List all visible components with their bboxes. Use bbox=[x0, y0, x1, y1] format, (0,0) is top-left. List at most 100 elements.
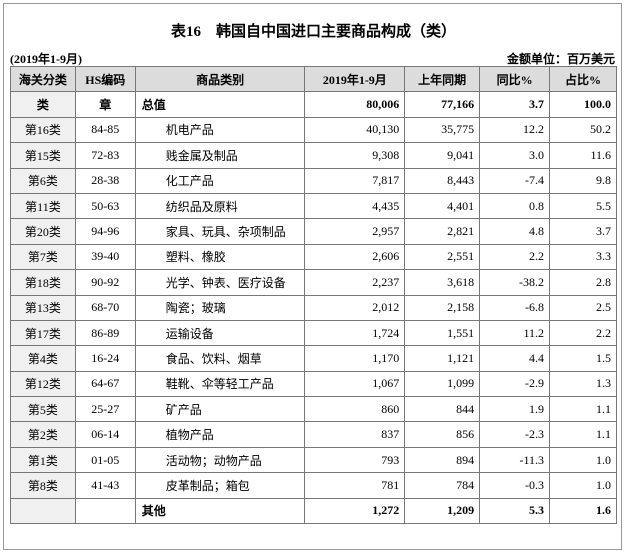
table-cell: 总值 bbox=[134, 91, 306, 118]
table-cell: 9,041 bbox=[404, 142, 481, 169]
table-cell: 2,957 bbox=[304, 218, 406, 245]
table-cell: 100.0 bbox=[549, 91, 617, 118]
table-row: 第8类 41-43 皮革制品；箱包 781 784 -0.3 1.0 bbox=[10, 472, 617, 499]
table-cell: 第18类 bbox=[10, 269, 76, 296]
table-body: 类章总值 80,006 77,166 3.7 100.0 第16类 84-85 机电产品 40,… bbox=[10, 91, 617, 525]
table-cell: 鞋靴、伞等轻工产品 bbox=[134, 370, 306, 398]
table-row: 第20类 94-96 家具、玩具、杂项制品 2,957 2,821 4.8 3.7 bbox=[10, 218, 617, 245]
table-cell: 793 bbox=[304, 446, 406, 474]
table-row: 第11类 50-63 纺织品及原料 4,435 4,401 0.8 5.5 bbox=[10, 192, 617, 220]
table-cell: 16-24 bbox=[74, 345, 136, 372]
table-cell: 陶瓷；玻璃 bbox=[134, 294, 306, 321]
table-cell: 1.9 bbox=[479, 396, 551, 423]
table-cell: -38.2 bbox=[479, 269, 551, 296]
table-row: 第6类 28-38 化工产品 7,817 8,443 -7.4 9.8 bbox=[10, 167, 617, 194]
table-cell: 第15类 bbox=[10, 142, 76, 169]
table-cell: -6.8 bbox=[479, 294, 551, 321]
table-cell: 1,099 bbox=[404, 370, 481, 398]
table-row: 第5类 25-27 矿产品 860 844 1.9 1.1 bbox=[10, 396, 617, 423]
table-cell: 35,775 bbox=[404, 116, 481, 144]
table-cell: 章 bbox=[74, 91, 136, 118]
table-cell: 01-05 bbox=[74, 446, 136, 474]
table-cell: 活动物；动物产品 bbox=[134, 446, 306, 474]
table-cell: 食品、饮料、烟草 bbox=[134, 345, 306, 372]
table-cell: 第16类 bbox=[10, 116, 76, 144]
table-cell: 第1类 bbox=[10, 446, 76, 474]
table-cell: -0.3 bbox=[479, 472, 551, 499]
table-cell: 86-89 bbox=[74, 319, 136, 347]
table-cell: 9,308 bbox=[304, 142, 406, 169]
table-cell: 2.2 bbox=[549, 319, 617, 347]
table-cell: 1,170 bbox=[304, 345, 406, 372]
table-cell: 1,067 bbox=[304, 370, 406, 398]
table-cell: 41-43 bbox=[74, 472, 136, 499]
table-cell: 第12类 bbox=[10, 370, 76, 398]
table-cell: 其他 bbox=[134, 497, 306, 525]
table-row: 第4类 16-24 食品、饮料、烟草 1,170 1,121 4.4 1.5 bbox=[10, 345, 617, 372]
table-cell: 94-96 bbox=[74, 218, 136, 245]
table-cell: 9.8 bbox=[549, 167, 617, 194]
table-cell: 2,551 bbox=[404, 243, 481, 271]
table-cell: 第4类 bbox=[10, 345, 76, 372]
table-cell: 2,012 bbox=[304, 294, 406, 321]
table-cell: 贱金属及制品 bbox=[134, 142, 306, 169]
table-cell: 1.3 bbox=[549, 370, 617, 398]
table-cell: 3,618 bbox=[404, 269, 481, 296]
table-cell: 50.2 bbox=[549, 116, 617, 144]
table-cell: 7,817 bbox=[304, 167, 406, 194]
table-cell: 844 bbox=[404, 396, 481, 423]
table-cell: 1.5 bbox=[549, 345, 617, 372]
table-cell: 84-85 bbox=[74, 116, 136, 144]
table-cell: 2.5 bbox=[549, 294, 617, 321]
table-cell: 3.7 bbox=[479, 91, 551, 118]
table-cell: 家具、玩具、杂项制品 bbox=[134, 218, 306, 245]
table-cell: 856 bbox=[404, 421, 481, 448]
table-cell: 8,443 bbox=[404, 167, 481, 194]
table-cell: 第17类 bbox=[10, 319, 76, 347]
table-cell: 类 bbox=[10, 91, 76, 118]
table-cell: 3.7 bbox=[549, 218, 617, 245]
table-cell: 第6类 bbox=[10, 167, 76, 194]
table-cell: 2,821 bbox=[404, 218, 481, 245]
table-cell: 1.0 bbox=[549, 472, 617, 499]
table-cell: 2,606 bbox=[304, 243, 406, 271]
table-cell: 植物产品 bbox=[134, 421, 306, 448]
table-cell: 皮革制品；箱包 bbox=[134, 472, 306, 499]
table-cell: 77,166 bbox=[404, 91, 481, 118]
table-row: 第7类 39-40 塑料、橡胶 2,606 2,551 2.2 3.3 bbox=[10, 243, 617, 271]
table-row: 第1类 01-05 活动物；动物产品 793 894 -11.3 1.0 bbox=[10, 446, 617, 474]
table-cell: 80,006 bbox=[304, 91, 406, 118]
table-cell bbox=[74, 497, 136, 525]
table-cell: 4.4 bbox=[479, 345, 551, 372]
table-cell: 50-63 bbox=[74, 192, 136, 220]
table-cell: 5.5 bbox=[549, 192, 617, 220]
table-cell: 化工产品 bbox=[134, 167, 306, 194]
table-cell: 837 bbox=[304, 421, 406, 448]
table-cell: 860 bbox=[304, 396, 406, 423]
table-cell: 28-38 bbox=[74, 167, 136, 194]
table-cell: 塑料、橡胶 bbox=[134, 243, 306, 271]
table-cell: 矿产品 bbox=[134, 396, 306, 423]
table-cell: 64-67 bbox=[74, 370, 136, 398]
table-cell: 25-27 bbox=[74, 396, 136, 423]
table-cell: 纺织品及原料 bbox=[134, 192, 306, 220]
table-cell: 1.1 bbox=[549, 396, 617, 423]
table-cell: 40,130 bbox=[304, 116, 406, 144]
table-cell: 894 bbox=[404, 446, 481, 474]
table-cell: 1,272 bbox=[304, 497, 406, 525]
table-cell: 11.2 bbox=[479, 319, 551, 347]
title: 表16 韩国自中国进口主要商品构成（类） bbox=[170, 24, 456, 40]
table-cell: -11.3 bbox=[479, 446, 551, 474]
table-cell: -2.3 bbox=[479, 421, 551, 448]
table-cell: 784 bbox=[404, 472, 481, 499]
column-header: 上年同期 bbox=[404, 65, 481, 93]
table-cell: 68-70 bbox=[74, 294, 136, 321]
table-cell: 1.6 bbox=[549, 497, 617, 525]
table-cell: 11.6 bbox=[549, 142, 617, 169]
table-cell: 2.8 bbox=[549, 269, 617, 296]
table-cell: 第2类 bbox=[10, 421, 76, 448]
table-cell: 第7类 bbox=[10, 243, 76, 271]
table-cell: 4,401 bbox=[404, 192, 481, 220]
table-cell: 4.8 bbox=[479, 218, 551, 245]
